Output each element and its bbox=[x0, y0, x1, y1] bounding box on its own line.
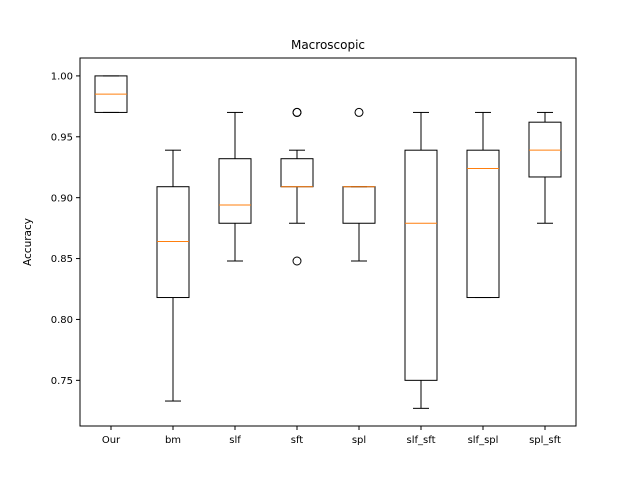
y-tick-label: 0.85 bbox=[51, 254, 73, 265]
box bbox=[280, 158, 314, 188]
plot-area: 0.75 0.80 0.85 0.90 0.95 1.00 Our bm slf sft spl sl… bbox=[51, 72, 562, 446]
x-tick-label: sft bbox=[291, 435, 304, 446]
outlier-point bbox=[292, 107, 302, 117]
x-tick-label: Our bbox=[102, 435, 121, 446]
box bbox=[404, 149, 438, 381]
x-tick-label: slf bbox=[229, 435, 241, 446]
outlier-point bbox=[292, 256, 302, 266]
y-tick-label: 0.90 bbox=[51, 193, 73, 204]
y-tick-label: 0.80 bbox=[51, 315, 73, 326]
y-tick-label: 1.00 bbox=[51, 72, 73, 83]
x-tick-label: slf_spl bbox=[468, 435, 499, 446]
x-tick-label: bm bbox=[165, 435, 181, 446]
y-tick-label: 0.75 bbox=[51, 376, 73, 387]
box bbox=[528, 121, 562, 178]
box bbox=[466, 149, 500, 299]
chart-title: Macroscopic bbox=[291, 38, 365, 52]
x-tick-label: spl bbox=[352, 435, 366, 446]
box bbox=[218, 158, 252, 224]
plot-frame bbox=[79, 57, 577, 427]
box bbox=[342, 186, 376, 224]
x-tick-label: spl_sft bbox=[529, 435, 561, 446]
y-tick-label: 0.95 bbox=[51, 132, 73, 143]
outlier-point bbox=[354, 107, 364, 117]
box bbox=[156, 186, 190, 299]
x-tick-label: slf_sft bbox=[407, 435, 436, 446]
y-axis-title: Accuracy bbox=[22, 218, 34, 266]
